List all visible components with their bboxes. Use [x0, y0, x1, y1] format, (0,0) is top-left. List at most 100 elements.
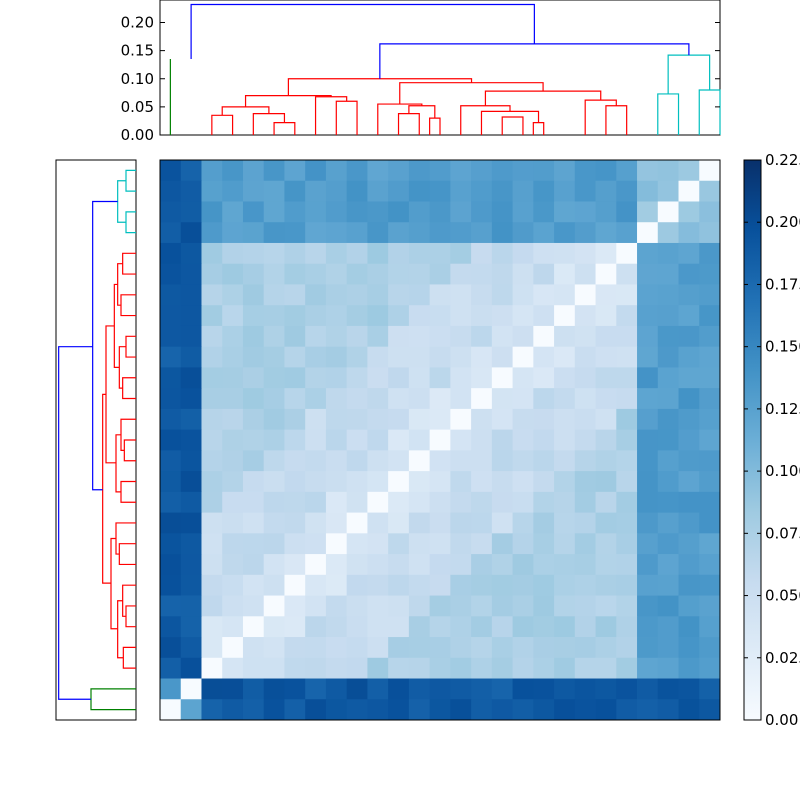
heatmap-cell — [160, 263, 182, 285]
heatmap-cell — [408, 512, 431, 534]
heatmap-cell — [408, 180, 431, 202]
heatmap-cell — [657, 263, 679, 285]
heatmap-cell — [616, 471, 638, 493]
heatmap-cell — [533, 346, 555, 368]
heatmap-cell — [450, 657, 472, 679]
heatmap-cell — [554, 346, 576, 368]
heatmap-cell — [595, 429, 617, 451]
heatmap-cell — [429, 533, 451, 555]
heatmap-cell — [305, 471, 327, 493]
heatmap-cell — [574, 637, 596, 659]
heatmap-cell — [595, 325, 617, 348]
heatmap-cell — [450, 533, 472, 555]
heatmap-cell — [388, 595, 410, 617]
heatmap-cell — [367, 180, 389, 202]
heatmap-cell — [429, 263, 451, 285]
heatmap-cell — [388, 325, 410, 348]
heatmap-cell — [408, 201, 431, 223]
left-dendrogram-link — [102, 393, 111, 584]
heatmap-cell — [616, 429, 638, 451]
heatmap-cell — [616, 263, 638, 285]
heatmap-cell — [533, 408, 555, 431]
heatmap-cell — [554, 242, 576, 265]
heatmap-cell — [325, 429, 348, 451]
heatmap-cell — [180, 616, 202, 638]
heatmap-cell — [367, 471, 389, 493]
heatmap-cell — [242, 574, 265, 596]
heatmap-cell — [616, 367, 638, 389]
heatmap-cell — [305, 325, 327, 348]
heatmap-cell — [471, 305, 493, 327]
heatmap-cell — [533, 554, 555, 576]
heatmap-cell — [305, 450, 327, 472]
heatmap-cell — [367, 263, 389, 285]
heatmap-cell — [637, 512, 659, 534]
heatmap-cell — [533, 180, 555, 202]
heatmap-cell — [160, 678, 182, 700]
heatmap-cell — [284, 637, 306, 659]
heatmap-cell — [429, 512, 451, 534]
heatmap-cell — [305, 388, 327, 410]
heatmap-cell — [574, 201, 596, 223]
heatmap-cell — [325, 180, 348, 202]
heatmap-cell — [160, 388, 182, 410]
heatmap-cell — [657, 554, 679, 576]
heatmap-cell — [305, 242, 327, 265]
heatmap-cell — [637, 616, 659, 638]
heatmap-cell — [201, 284, 223, 306]
heatmap-cell — [263, 201, 285, 223]
heatmap-cell — [533, 637, 555, 659]
heatmap-cell — [263, 429, 285, 451]
heatmap-cell — [678, 554, 700, 576]
heatmap-cell — [533, 699, 555, 721]
heatmap-cell — [699, 201, 721, 223]
left-dendrogram-link — [58, 346, 93, 700]
heatmap-cell — [222, 242, 244, 265]
heatmap-cell — [574, 554, 596, 576]
top-dendrogram-tick-label: 0.10 — [121, 70, 154, 88]
heatmap-cell — [222, 367, 244, 389]
heatmap-cell — [595, 574, 617, 596]
heatmap-cell — [201, 678, 223, 700]
heatmap-cell — [533, 512, 555, 534]
heatmap-cell — [491, 616, 513, 638]
heatmap-cell — [388, 616, 410, 638]
heatmap-cell — [263, 284, 285, 306]
heatmap-cell — [699, 305, 721, 327]
heatmap-cell — [574, 263, 596, 285]
heatmap-cell — [325, 554, 348, 576]
heatmap-cell — [160, 325, 182, 348]
heatmap-cell — [678, 160, 700, 182]
heatmap-cell — [222, 408, 244, 431]
heatmap-cell — [512, 533, 534, 555]
heatmap-cell — [450, 491, 472, 513]
heatmap-cell — [554, 263, 576, 285]
heatmap-cell — [284, 222, 306, 244]
heatmap-cell — [637, 554, 659, 576]
heatmap-cell — [637, 678, 659, 700]
heatmap-cell — [367, 429, 389, 451]
heatmap-cell — [595, 222, 617, 244]
heatmap-cell — [201, 429, 223, 451]
heatmap-cell — [429, 574, 451, 596]
heatmap-cell — [284, 284, 306, 306]
heatmap-cell — [201, 160, 223, 182]
heatmap-cell — [160, 201, 182, 223]
heatmap-cell — [408, 242, 431, 265]
heatmap-cell — [263, 616, 285, 638]
heatmap-cell — [388, 491, 410, 513]
heatmap-cell — [408, 408, 431, 431]
heatmap-cell — [201, 242, 223, 265]
colorbar-scale — [743, 159, 762, 721]
heatmap-cell — [574, 512, 596, 534]
heatmap-cell — [554, 554, 576, 576]
heatmap-cell — [637, 180, 659, 202]
heatmap-cell — [450, 554, 472, 576]
heatmap-cell — [678, 491, 700, 513]
heatmap-cell — [242, 595, 265, 617]
heatmap-cell — [408, 574, 431, 596]
heatmap-cell — [325, 574, 348, 596]
heatmap-cell — [616, 305, 638, 327]
heatmap-cell — [616, 222, 638, 244]
